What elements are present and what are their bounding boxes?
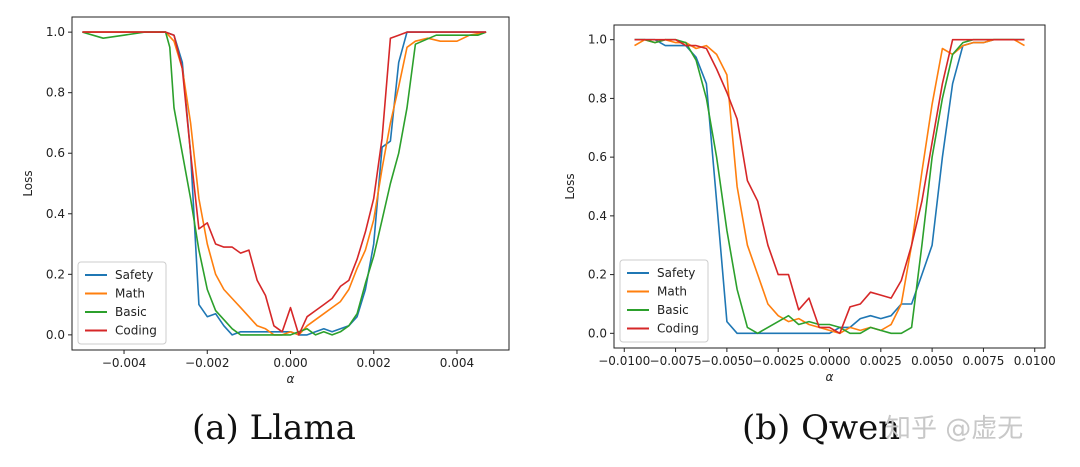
legend-label-basic: Basic (657, 303, 689, 317)
x-tick-label: 0.0000 (809, 354, 851, 368)
y-tick-label: 0.6 (588, 150, 607, 164)
legend-box (619, 259, 709, 343)
series-line-math (634, 38, 1025, 335)
y-tick-label: 0.4 (46, 207, 65, 221)
x-tick-label: 0.0075 (962, 354, 1004, 368)
x-tick-label: 0.002 (357, 356, 391, 370)
series-line-coding (634, 38, 1025, 335)
chart-0: −0.004 −0.002 0.000 0.002 0.004 0.0 0.2 0.4 0.6 0… (21, 16, 510, 386)
y-tick-label: 0.8 (588, 91, 607, 105)
x-tick-label: 0.000 (273, 356, 307, 370)
y-tick-label: 0.0 (46, 328, 65, 342)
series-line-coding (82, 31, 487, 336)
y-tick-label: 0.2 (588, 268, 607, 282)
legend-label-basic: Basic (115, 305, 147, 319)
x-axis-label: α (826, 370, 834, 384)
x-tick-label: 0.0100 (1014, 354, 1056, 368)
caption-qwen: (b) Qwen (742, 408, 901, 448)
chart-1: −0.0100 −0.0075 −0.0050 −0.0025 0.0000 0.0025… (563, 24, 1056, 384)
x-tick-label: −0.0075 (650, 354, 702, 368)
series-line-basic (634, 38, 1025, 335)
y-tick-label: 0.4 (588, 209, 607, 223)
y-tick-label: 0.2 (46, 267, 65, 281)
x-tick-label: −0.0025 (752, 354, 804, 368)
y-tick-label: 1.0 (46, 25, 65, 39)
caption-llama: (a) Llama (192, 408, 356, 448)
watermark: 知乎 @虚无 (885, 414, 1024, 444)
legend-box (77, 261, 167, 345)
series-line-basic (82, 31, 487, 336)
legend-label-math: Math (657, 285, 687, 299)
x-axis-label: α (287, 372, 295, 386)
legend-label-coding: Coding (657, 322, 699, 336)
series-line-safety (634, 38, 1025, 335)
y-tick-label: 0.8 (46, 86, 65, 100)
y-axis-label: Loss (21, 170, 35, 196)
x-tick-label: −0.004 (102, 356, 146, 370)
y-tick-label: 1.0 (588, 33, 607, 47)
legend-label-math: Math (115, 287, 145, 301)
x-tick-label: 0.004 (440, 356, 474, 370)
y-axis-label: Loss (563, 173, 577, 199)
x-tick-label: −0.002 (185, 356, 229, 370)
x-tick-label: 0.0025 (860, 354, 902, 368)
legend-label-safety: Safety (657, 266, 695, 280)
legend-label-coding: Coding (115, 324, 157, 338)
x-tick-label: 0.0050 (911, 354, 953, 368)
x-tick-label: −0.0050 (701, 354, 753, 368)
x-tick-label: −0.0100 (598, 354, 650, 368)
y-tick-label: 0.6 (46, 146, 65, 160)
legend-label-safety: Safety (115, 268, 153, 282)
y-tick-label: 0.0 (588, 326, 607, 340)
